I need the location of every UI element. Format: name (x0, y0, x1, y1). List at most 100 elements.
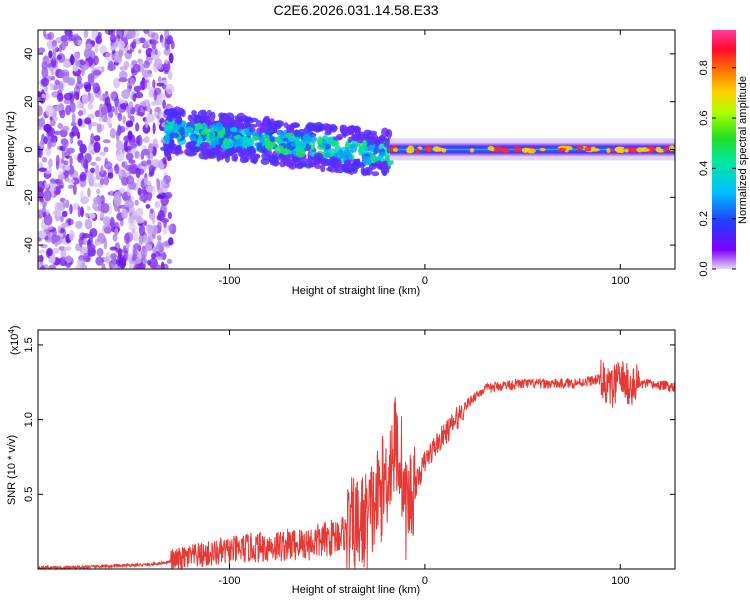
spectral-blob (162, 157, 167, 165)
spectral-blob (50, 56, 58, 69)
spectral-blob (110, 44, 115, 52)
spectral-blob (75, 81, 84, 90)
snr-x-axis: -100 0 100 (218, 330, 629, 587)
spectral-blob (58, 246, 66, 251)
colorbar-tick-label: 0.2 (698, 211, 710, 226)
spectral-blob (63, 160, 69, 166)
spectral-blob (203, 147, 210, 158)
spectral-peak (668, 145, 675, 152)
spectral-blob (38, 180, 45, 193)
spectral-blob (362, 155, 371, 166)
spectral-blob (118, 49, 123, 59)
spectral-blob (378, 161, 384, 167)
spectral-blob (52, 49, 57, 58)
spectral-blob (336, 133, 344, 140)
spectral-blob (207, 154, 217, 159)
spectral-blob (156, 235, 162, 241)
spectral-blob (149, 208, 154, 214)
spectral-peak (433, 147, 444, 151)
spectral-blob (41, 66, 49, 79)
spectral-blob (164, 30, 170, 40)
spectral-blob (143, 60, 151, 69)
spectral-blob (146, 159, 152, 166)
spectral-blob (55, 154, 60, 166)
spectral-blob (80, 190, 84, 200)
x-tick-label: 0 (422, 575, 428, 587)
spectrogram-y-axis-title: Frequency (Hz) (5, 111, 17, 187)
spectral-blob (118, 70, 128, 80)
x-tick-label: 100 (611, 275, 629, 287)
spectral-blob (133, 242, 141, 250)
spectral-blob (89, 212, 96, 219)
spectral-peak (615, 147, 622, 153)
spectral-blob (317, 136, 324, 146)
spectral-blob (362, 139, 368, 148)
snr-frame (37, 329, 676, 570)
spectral-peak (501, 147, 510, 153)
spectral-blob (121, 208, 128, 220)
spectral-blob (150, 224, 158, 235)
spectral-blob (304, 144, 312, 152)
spectral-blob (80, 206, 85, 218)
spectral-blob (164, 191, 173, 199)
spectral-blob (130, 77, 135, 86)
spectral-blob (215, 144, 222, 149)
spectral-blob (96, 123, 102, 134)
y-tick-label: 0 (23, 146, 35, 152)
spectral-blob (290, 142, 296, 147)
spectral-blob (154, 200, 161, 209)
spectral-blob (44, 225, 53, 231)
spectral-blob (158, 92, 166, 100)
spectral-blob (114, 163, 120, 175)
spectral-blob (56, 92, 64, 103)
spectral-blob (85, 212, 90, 218)
spectral-blob (68, 229, 75, 241)
spectral-blob (103, 226, 111, 234)
spectral-blob (109, 34, 117, 44)
spectral-blob (152, 122, 156, 135)
spectral-blob (125, 105, 131, 114)
spectral-blob (93, 196, 103, 205)
spectral-blob (142, 79, 149, 84)
spectral-blob (82, 252, 91, 263)
spectral-blob (269, 136, 276, 143)
spectral-blob (95, 35, 103, 45)
spectral-blob (100, 202, 110, 214)
spectral-blob (95, 175, 101, 181)
spectral-blob (285, 158, 295, 168)
spectral-blob (128, 163, 137, 175)
spectral-blob (324, 152, 331, 158)
spectral-blob (90, 161, 97, 166)
spectral-blob (229, 127, 238, 133)
spectral-blob (127, 130, 133, 141)
spectral-blob (162, 63, 169, 70)
spectral-blob (168, 237, 174, 246)
spectral-blob (86, 243, 96, 251)
spectral-blob (130, 141, 135, 149)
spectral-blob (298, 140, 307, 150)
spectral-blob (48, 264, 57, 269)
y-tick-label: 0.5 (23, 487, 35, 502)
spectrogram-y-axis: -40 -20 0 20 40 (23, 48, 675, 253)
spectral-blob (92, 55, 99, 66)
spectral-blob (65, 150, 71, 156)
spectral-blob (81, 233, 90, 239)
spectral-peak (584, 146, 592, 152)
spectral-blob (48, 158, 53, 168)
spectral-blob (260, 158, 270, 166)
spectral-peak (526, 148, 536, 154)
spectral-blob (94, 44, 99, 53)
spectral-blob (99, 212, 105, 219)
spectral-blob (150, 32, 159, 41)
spectral-blob (51, 43, 59, 52)
spectral-blob (58, 174, 65, 180)
spectral-blob (122, 244, 127, 254)
spectral-blob (79, 174, 84, 182)
spectral-peak (469, 148, 475, 153)
spectral-blob (135, 218, 145, 224)
spectral-blob (123, 60, 130, 69)
spectral-blob (100, 106, 109, 116)
spectral-blob (214, 122, 224, 132)
spectral-blob (321, 161, 328, 166)
spectral-blob (134, 199, 139, 206)
